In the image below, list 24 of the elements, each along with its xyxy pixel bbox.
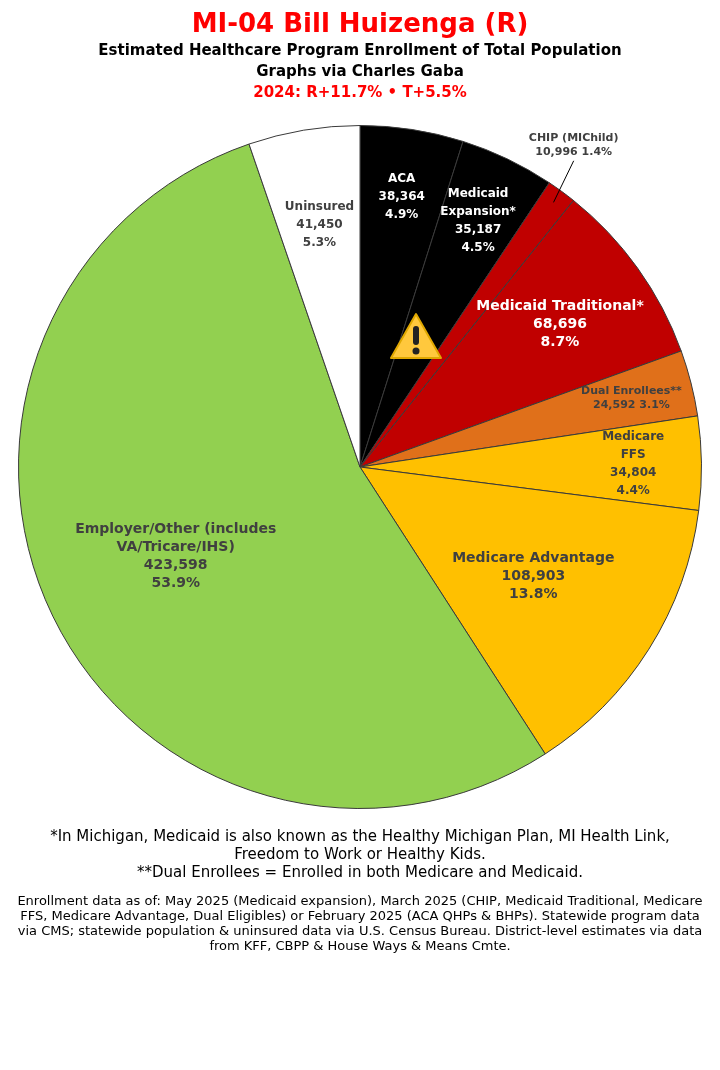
text: *In Michigan, Medicaid is also known as the Healthy Michigan Plan, MI Health Link, Freedom to Work or Healthy Kids. — [49, 827, 671, 863]
data-label: 35,187 4.5% — [454, 221, 502, 254]
chart-title: MI-04 Bill Huizenga (R) — [190, 8, 530, 38]
data-label: 38,364 4.9% — [378, 189, 425, 222]
data-label: 108,903 13.8% — [501, 566, 566, 601]
slice-label: Dual Enrollees** — [581, 383, 683, 397]
slice-label: Employer/Other (includes VA/Tricare/IHS) — [75, 520, 277, 555]
data-label: 423,598 53.9% — [143, 556, 208, 591]
slice-label: Uninsured — [284, 198, 355, 213]
data-label: 24,592 3.1% — [593, 397, 670, 411]
slice-label: CHIP (MIChild) — [528, 130, 619, 144]
text: Enrollment data as of: May 2025 (Medicaid expansion), March 2025 (CHIP, Medicaid Traditional, Medicare FFS, Medicare Advantage, Dual Eligibles) or February 2025 (ACA QHPs & BHPs). Statewide program data via CMS; statewide population & uninsured data via U.S. Census Bureau. District-level estimates via data from KFF, CBPP & House Ways & Means Cmte. — [16, 893, 704, 953]
data-label: 68,696 8.7% — [532, 314, 587, 349]
data-label: 41,450 5.3% — [296, 216, 343, 249]
slice-label: Medicaid Traditional* — [476, 296, 645, 313]
text: 2024: R+11.7% • T+5.5% — [252, 83, 468, 101]
slice-label: Medicare FFS — [602, 429, 665, 462]
slice-label: Medicaid Expansion* — [440, 185, 517, 218]
text: **Dual Enrollees = Enrolled in both Medicare and Medicaid. — [136, 863, 584, 881]
slice-label: ACA — [388, 171, 417, 186]
slice-label: Medicare Advantage — [452, 548, 615, 565]
data-label: 34,804 4.4% — [610, 465, 657, 498]
chart-subtitle: Estimated Healthcare Program Enrollment of Total Population Graphs via Charles Gaba — [97, 41, 623, 80]
data-label: 10,996 1.4% — [535, 144, 613, 158]
